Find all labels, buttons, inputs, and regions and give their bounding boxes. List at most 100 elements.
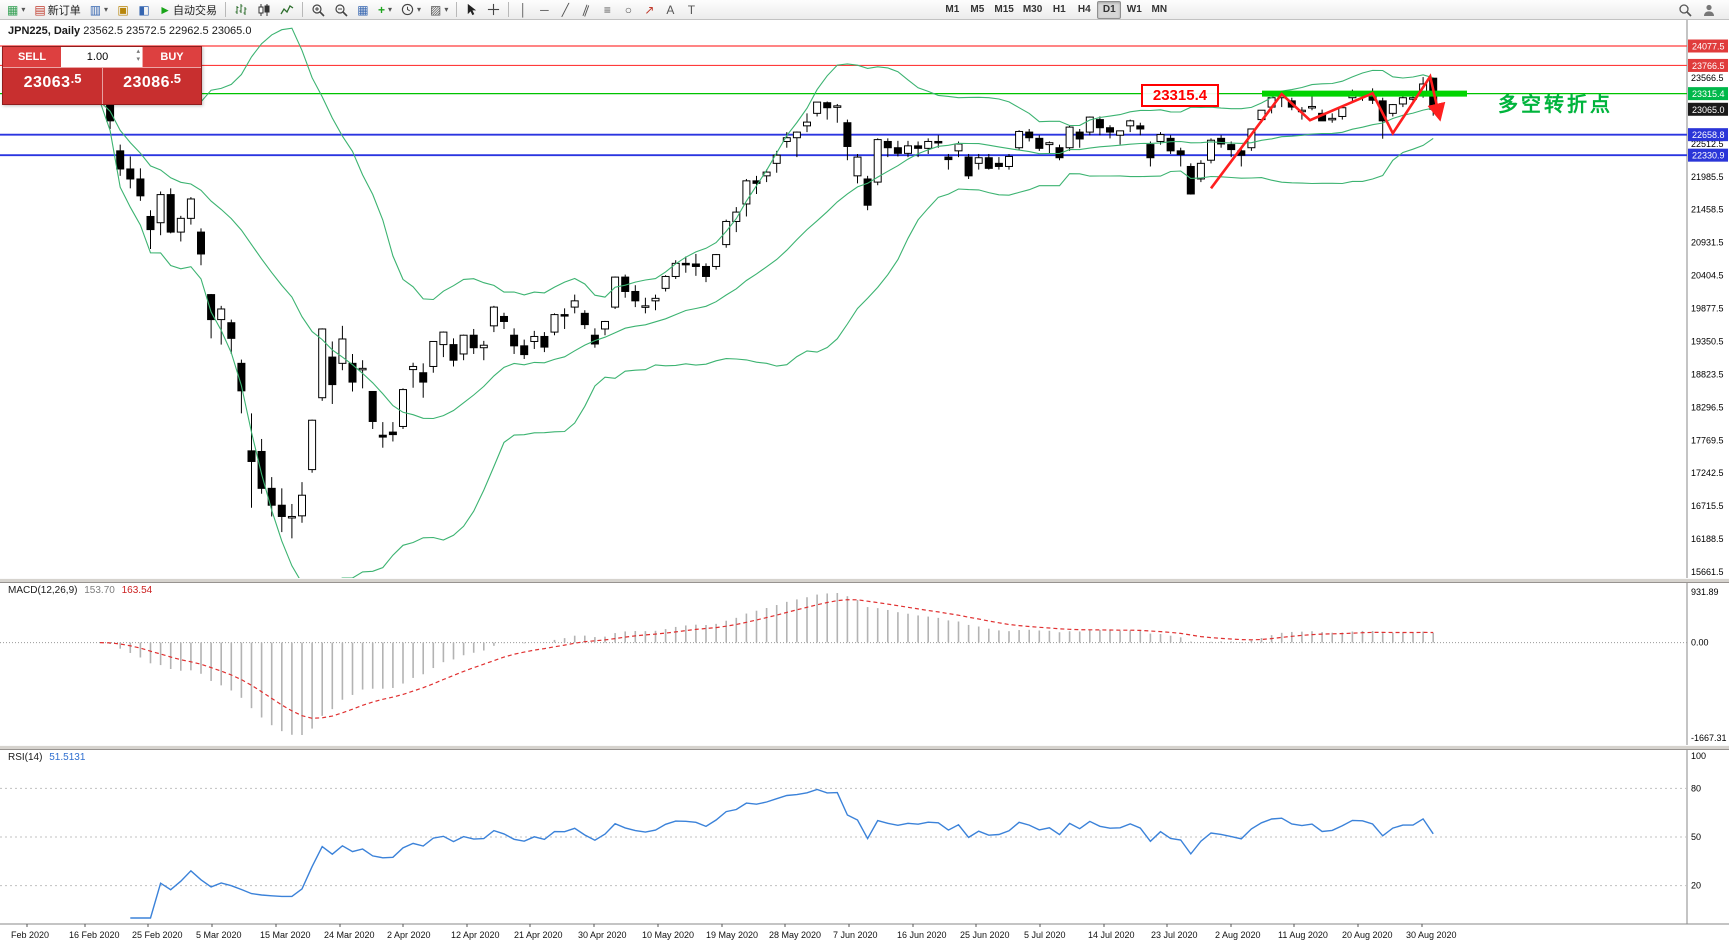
candlestick-chart-button[interactable] bbox=[253, 1, 275, 19]
chart-canvas[interactable]: 23566.5 22512.5 21985.5 21458.5 20931.5 20404… bbox=[0, 20, 1729, 948]
periods-button[interactable]: ▾ bbox=[397, 1, 425, 19]
bollinger-lower-band bbox=[99, 101, 1434, 578]
toolbar-separator bbox=[456, 2, 458, 17]
search-button[interactable] bbox=[1674, 1, 1696, 19]
toolbar-separator bbox=[301, 2, 303, 17]
timeframe-mn-button[interactable]: MN bbox=[1147, 1, 1171, 19]
spinner-up-icon[interactable]: ▴ bbox=[136, 48, 140, 55]
buy-price-fraction: .5 bbox=[170, 71, 181, 86]
svg-text:2 Aug 2020: 2 Aug 2020 bbox=[1215, 930, 1261, 940]
open-value: 23562.5 bbox=[83, 25, 123, 37]
new-chart-button[interactable]: ▦ ▾ bbox=[3, 1, 29, 19]
svg-text:7 Jun 2020: 7 Jun 2020 bbox=[833, 930, 878, 940]
svg-text:28 May 2020: 28 May 2020 bbox=[769, 930, 821, 940]
shapes-button[interactable]: ○ bbox=[618, 1, 638, 19]
date-axis[interactable]: Feb 2020 16 Feb 2020 25 Feb 2020 5 Mar 2020… bbox=[11, 924, 1457, 940]
timeframe-m30-button[interactable]: M30 bbox=[1019, 1, 1046, 19]
volume-input[interactable] bbox=[62, 51, 141, 63]
zoom-in-icon bbox=[312, 3, 325, 17]
timeframe-m15-button[interactable]: M15 bbox=[990, 1, 1017, 19]
text-tool-button[interactable]: A bbox=[660, 1, 680, 19]
person-icon bbox=[1704, 4, 1714, 16]
symbol-period: JPN225, Daily bbox=[8, 25, 81, 37]
volume-field[interactable]: ▴ ▾ bbox=[61, 47, 142, 67]
svg-text:11 Aug 2020: 11 Aug 2020 bbox=[1278, 930, 1328, 940]
search-icon bbox=[1679, 3, 1692, 17]
horizontal-line-button[interactable]: ─ bbox=[534, 1, 554, 19]
timeframe-m5-button[interactable]: M5 bbox=[965, 1, 989, 19]
line-chart-button[interactable] bbox=[276, 1, 298, 19]
toolbar-right-group bbox=[1674, 1, 1720, 19]
timeframe-m1-button[interactable]: M1 bbox=[940, 1, 964, 19]
svg-text:5 Jul 2020: 5 Jul 2020 bbox=[1024, 930, 1066, 940]
svg-text:2 Apr 2020: 2 Apr 2020 bbox=[387, 930, 431, 940]
new-order-label: 新订单 bbox=[47, 4, 81, 17]
indicators-button[interactable]: + ▾ bbox=[374, 1, 396, 19]
fibonacci-icon: ≡ bbox=[603, 2, 611, 17]
svg-text:12 Apr 2020: 12 Apr 2020 bbox=[451, 930, 500, 940]
vertical-line-button[interactable]: │ bbox=[513, 1, 533, 19]
crosshair-button[interactable] bbox=[483, 1, 504, 19]
svg-text:20404.5: 20404.5 bbox=[1691, 271, 1724, 281]
turning-point-price-label[interactable]: 23315.4 bbox=[1141, 84, 1219, 107]
crosshair-icon bbox=[488, 3, 500, 16]
navigator-button[interactable]: ◧ bbox=[134, 1, 154, 19]
cursor-icon bbox=[468, 3, 477, 16]
svg-text:21985.5: 21985.5 bbox=[1691, 172, 1724, 182]
svg-text:30 Apr 2020: 30 Apr 2020 bbox=[578, 930, 627, 940]
svg-text:19350.5: 19350.5 bbox=[1691, 336, 1724, 346]
chart-profiles-icon: ▥ bbox=[89, 2, 102, 17]
svg-text:10 May 2020: 10 May 2020 bbox=[642, 930, 694, 940]
trend-zigzag[interactable] bbox=[1209, 73, 1446, 190]
chart-window: 23566.5 22512.5 21985.5 21458.5 20931.5 20404… bbox=[0, 20, 1729, 948]
channel-button[interactable]: ∥ bbox=[576, 1, 596, 19]
volume-spinner[interactable]: ▴ ▾ bbox=[136, 48, 140, 64]
svg-text:20: 20 bbox=[1691, 881, 1701, 891]
panel-splitter[interactable] bbox=[0, 578, 1729, 583]
chart-profiles-button[interactable]: ▥ ▾ bbox=[86, 1, 112, 19]
market-watch-button[interactable]: ▣ bbox=[113, 1, 133, 19]
autotrading-button[interactable]: ► 自动交易 bbox=[155, 1, 221, 19]
panel-splitter[interactable] bbox=[0, 745, 1729, 750]
svg-text:20 Aug 2020: 20 Aug 2020 bbox=[1342, 930, 1393, 940]
community-button[interactable] bbox=[1698, 1, 1720, 19]
spinner-down-icon[interactable]: ▾ bbox=[136, 56, 140, 63]
timeframe-d1-button[interactable]: D1 bbox=[1097, 0, 1122, 19]
trendline-button[interactable]: ╱ bbox=[555, 1, 575, 19]
price-axis[interactable]: 23566.5 22512.5 21985.5 21458.5 20931.5 20404… bbox=[1688, 39, 1728, 578]
sell-price-button[interactable]: 23063 .5 bbox=[3, 68, 102, 104]
cursor-button[interactable] bbox=[461, 1, 482, 19]
new-order-button[interactable]: ▤ 新订单 bbox=[30, 1, 84, 19]
timeframe-h4-button[interactable]: H4 bbox=[1072, 1, 1096, 19]
macd-signal-line bbox=[99, 599, 1434, 719]
zoom-out-button[interactable] bbox=[330, 1, 352, 19]
chevron-down-icon: ▾ bbox=[416, 5, 421, 14]
svg-text:-1667.31: -1667.31 bbox=[1691, 733, 1727, 743]
arrows-tool-button[interactable]: ↗ bbox=[639, 1, 659, 19]
turning-point-text[interactable]: 多空转折点 bbox=[1498, 94, 1613, 116]
svg-text:5 Mar 2020: 5 Mar 2020 bbox=[196, 930, 242, 940]
tile-windows-button[interactable]: ▦ bbox=[353, 1, 373, 19]
templates-icon: ▨ bbox=[430, 2, 442, 17]
templates-button[interactable]: ▨ ▾ bbox=[426, 1, 452, 19]
bar-chart-button[interactable] bbox=[230, 1, 252, 19]
bollinger-bands bbox=[99, 27, 1434, 578]
svg-text:931.89: 931.89 bbox=[1691, 587, 1719, 597]
timeframe-h1-button[interactable]: H1 bbox=[1047, 1, 1071, 19]
sell-button[interactable]: SELL bbox=[3, 47, 61, 67]
zoom-out-icon bbox=[335, 3, 348, 17]
fibonacci-button[interactable]: ≡ bbox=[597, 1, 617, 19]
label-tool-button[interactable]: T bbox=[681, 1, 701, 19]
close-value: 23065.0 bbox=[211, 25, 252, 37]
zoom-in-button[interactable] bbox=[307, 1, 329, 19]
bar-chart-icon bbox=[235, 3, 247, 15]
svg-text:23566.5: 23566.5 bbox=[1691, 73, 1724, 83]
svg-text:0.00: 0.00 bbox=[1691, 638, 1709, 648]
line-chart-icon bbox=[280, 4, 294, 14]
buy-price-button[interactable]: 23086 .5 bbox=[102, 68, 201, 104]
autotrading-play-icon: ► bbox=[159, 2, 171, 17]
indicators-plus-icon: + bbox=[377, 2, 385, 17]
buy-button[interactable]: BUY bbox=[142, 47, 201, 67]
svg-text:23315.4: 23315.4 bbox=[1692, 89, 1725, 99]
timeframe-w1-button[interactable]: W1 bbox=[1122, 1, 1146, 19]
